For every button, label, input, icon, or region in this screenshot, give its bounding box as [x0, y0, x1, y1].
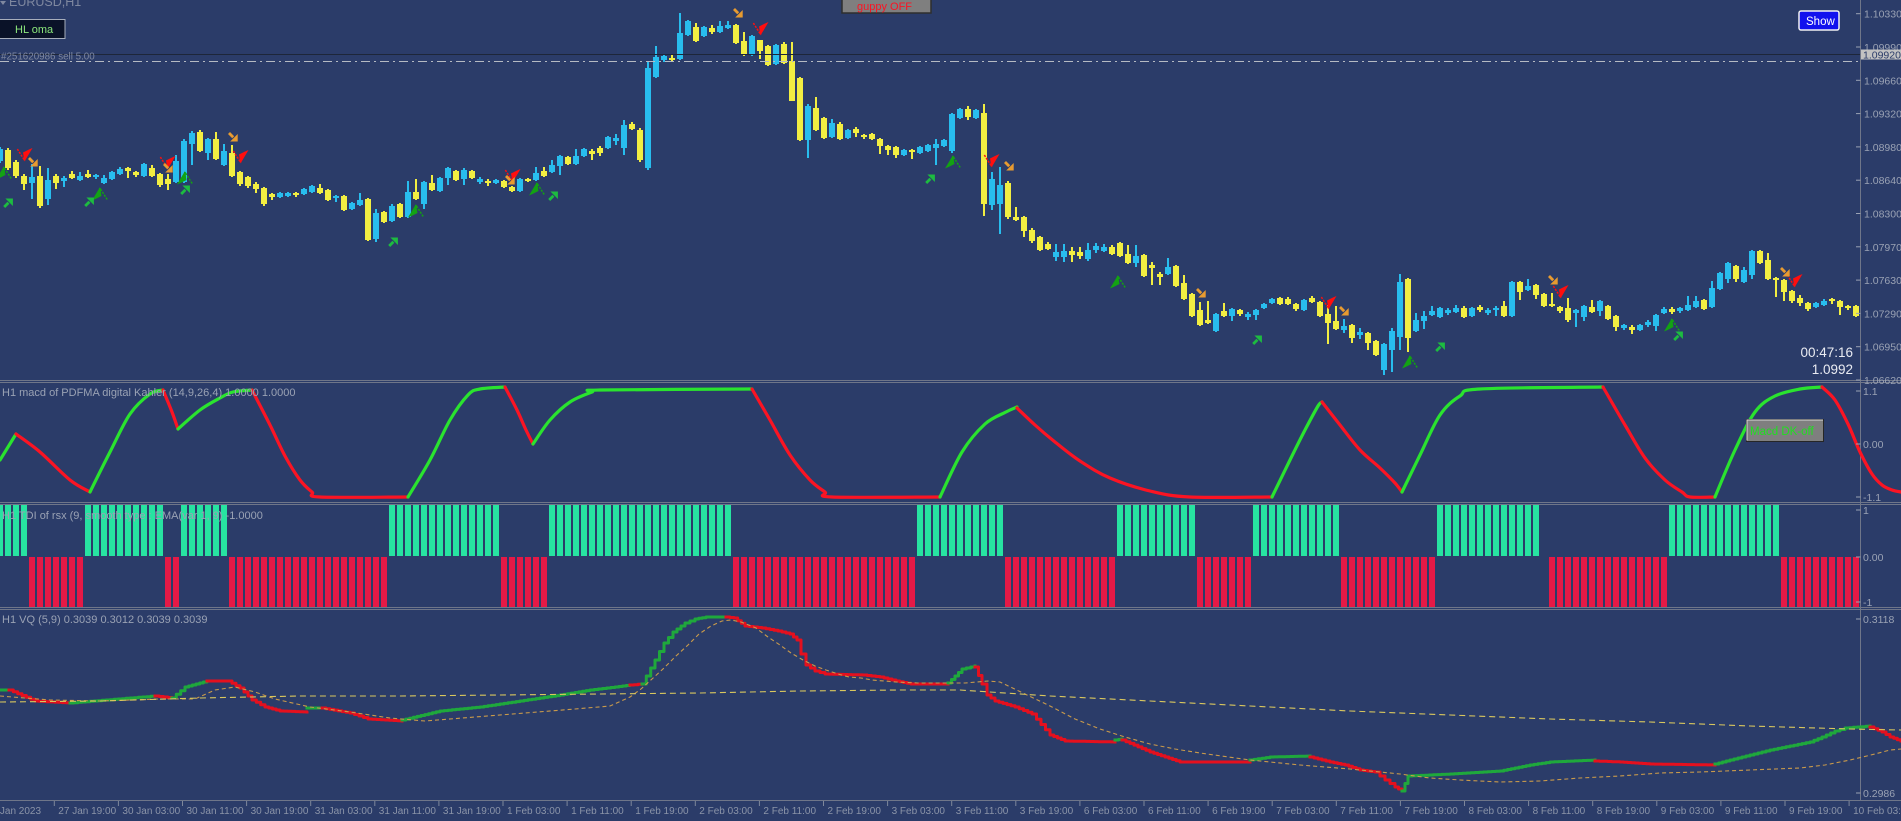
svg-text:9 Feb 11:00: 9 Feb 11:00	[1725, 806, 1778, 817]
svg-text:Show: Show	[1806, 16, 1835, 28]
svg-text:0.2986: 0.2986	[1863, 788, 1895, 800]
svg-text:1.07970: 1.07970	[1864, 242, 1901, 254]
svg-text:8 Feb 19:00: 8 Feb 19:00	[1597, 806, 1651, 817]
svg-text:3 Feb 19:00: 3 Feb 19:00	[1020, 806, 1074, 817]
svg-text:1: 1	[1863, 505, 1869, 517]
svg-text:Macd DK-off: Macd DK-off	[1750, 426, 1815, 438]
svg-text:7 Feb 03:00: 7 Feb 03:00	[1276, 806, 1330, 817]
svg-text:9 Feb 03:00: 9 Feb 03:00	[1661, 806, 1715, 817]
svg-text:1 Feb 03:00: 1 Feb 03:00	[507, 806, 561, 817]
svg-text:30 Jan 03:00: 30 Jan 03:00	[122, 806, 180, 817]
svg-text:3 Feb 11:00: 3 Feb 11:00	[956, 806, 1009, 817]
svg-text:H1 macd of PDFMA digital Kahle: H1 macd of PDFMA digital Kahler (14,9,26…	[2, 387, 296, 399]
svg-text:-1: -1	[1863, 597, 1872, 609]
svg-text:3 Feb 03:00: 3 Feb 03:00	[892, 806, 946, 817]
svg-text:6 Feb 19:00: 6 Feb 19:00	[1212, 806, 1266, 817]
svg-text:0.3118: 0.3118	[1863, 614, 1894, 626]
svg-text:1.07630: 1.07630	[1864, 275, 1901, 287]
svg-text:30 Jan 11:00: 30 Jan 11:00	[187, 806, 245, 817]
svg-text:HL oma: HL oma	[15, 24, 54, 36]
svg-text:7 Feb 19:00: 7 Feb 19:00	[1404, 806, 1458, 817]
svg-text:1 Feb 11:00: 1 Feb 11:00	[571, 806, 624, 817]
svg-text:1.09320: 1.09320	[1864, 109, 1901, 121]
svg-text:-1.1: -1.1	[1863, 492, 1881, 504]
svg-text:0.00: 0.00	[1863, 439, 1884, 451]
svg-text:2 Feb 19:00: 2 Feb 19:00	[828, 806, 882, 817]
svg-text:1 Feb 19:00: 1 Feb 19:00	[635, 806, 689, 817]
svg-text:EURUSD,H1: EURUSD,H1	[9, 0, 81, 9]
svg-text:1.06620: 1.06620	[1864, 375, 1901, 387]
svg-text:6 Feb 11:00: 6 Feb 11:00	[1148, 806, 1201, 817]
svg-text:30 Jan 19:00: 30 Jan 19:00	[251, 806, 309, 817]
svg-text:1.0992: 1.0992	[1812, 362, 1853, 377]
svg-text:2 Feb 03:00: 2 Feb 03:00	[699, 806, 753, 817]
svg-text:H1 TDI of rsx (9, smooth type: H1 TDI of rsx (9, smooth type : EMA(var …	[2, 510, 263, 522]
svg-text:1.08980: 1.08980	[1864, 142, 1901, 154]
svg-text:H1 VQ (5,9) 0.3039 0.3012 0.30: H1 VQ (5,9) 0.3039 0.3012 0.3039 0.3039	[2, 614, 208, 626]
svg-text:1.09660: 1.09660	[1864, 75, 1901, 87]
svg-text:7 Feb 11:00: 7 Feb 11:00	[1340, 806, 1393, 817]
svg-text:1.09920: 1.09920	[1863, 50, 1901, 62]
svg-text:2 Feb 11:00: 2 Feb 11:00	[763, 806, 816, 817]
svg-text:31 Jan 03:00: 31 Jan 03:00	[315, 806, 373, 817]
svg-text:1.1: 1.1	[1863, 386, 1878, 398]
svg-text:27 Jan 2023: 27 Jan 2023	[0, 806, 41, 817]
svg-text:#251620986 sell 5.00: #251620986 sell 5.00	[1, 52, 95, 63]
svg-text:1.10330: 1.10330	[1864, 9, 1901, 21]
svg-text:8 Feb 11:00: 8 Feb 11:00	[1533, 806, 1586, 817]
svg-text:1.08640: 1.08640	[1864, 175, 1901, 187]
svg-text:1.07290: 1.07290	[1864, 308, 1901, 320]
svg-text:31 Jan 11:00: 31 Jan 11:00	[379, 806, 437, 817]
svg-text:8 Feb 03:00: 8 Feb 03:00	[1469, 806, 1523, 817]
svg-text:10 Feb 03:00: 10 Feb 03:00	[1853, 806, 1901, 817]
svg-text:guppy OFF: guppy OFF	[857, 1, 912, 13]
svg-text:27 Jan 19:00: 27 Jan 19:00	[58, 806, 116, 817]
svg-text:9 Feb 19:00: 9 Feb 19:00	[1789, 806, 1843, 817]
svg-text:0.00: 0.00	[1863, 552, 1884, 564]
svg-text:00:47:16: 00:47:16	[1800, 345, 1853, 360]
svg-text:31 Jan 19:00: 31 Jan 19:00	[443, 806, 501, 817]
svg-text:1.06950: 1.06950	[1864, 342, 1901, 354]
svg-text:6 Feb 03:00: 6 Feb 03:00	[1084, 806, 1138, 817]
svg-text:1.08300: 1.08300	[1864, 209, 1901, 221]
